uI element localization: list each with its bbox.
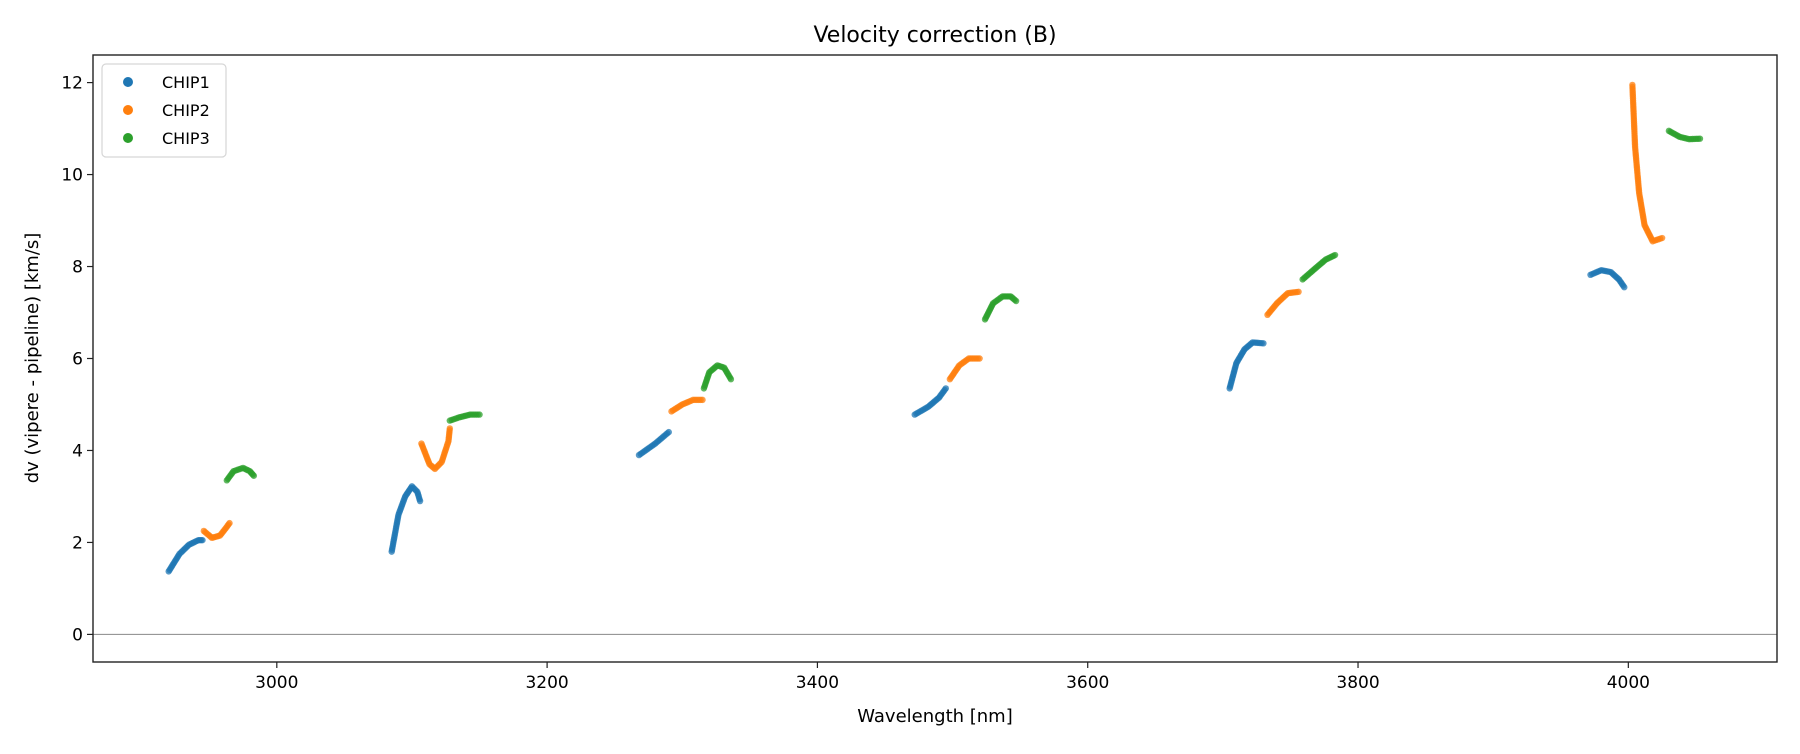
- x-tick-label: 3400: [796, 673, 839, 693]
- data-point-chip2: [1658, 234, 1666, 242]
- data-point-chip1: [416, 497, 424, 505]
- data-point-chip3: [1331, 251, 1339, 259]
- data-point-chip1: [942, 385, 950, 392]
- axes: 3000 3200 3400 3600 3800 4000 0 2 4 6 8 10 12: [61, 54, 1778, 693]
- y-tick-label: 2: [72, 533, 83, 553]
- y-tick-label: 6: [72, 350, 83, 370]
- data-point-chip1: [665, 428, 672, 436]
- y-axis-label: dv (vipere - pipeline) [km/s]: [22, 233, 43, 484]
- data-point-chip1: [1260, 340, 1267, 347]
- data-point-chip2: [446, 425, 454, 432]
- data-point-chip2: [699, 396, 706, 404]
- data-point-chip3: [1696, 135, 1704, 142]
- legend-marker-chip2: [123, 105, 133, 115]
- data-points: [93, 81, 1777, 635]
- legend-label-chip2: CHIP2: [162, 101, 210, 120]
- chart-title: Velocity correction (B): [813, 23, 1056, 48]
- y-tick-label: 12: [61, 74, 83, 94]
- legend-label-chip1: CHIP1: [162, 73, 210, 92]
- data-point-chip1: [199, 536, 206, 544]
- data-point-chip1: [1621, 284, 1628, 291]
- legend-marker-chip1: [123, 77, 133, 87]
- y-tick-label: 8: [72, 258, 83, 278]
- legend-box: [101, 63, 227, 158]
- legend-marker-chip3: [123, 133, 133, 143]
- y-tick-label: 0: [72, 625, 83, 645]
- data-point-chip2: [976, 355, 983, 362]
- x-tick-label: 3800: [1336, 673, 1379, 693]
- y-tick-label: 10: [61, 166, 83, 186]
- legend: CHIP1 CHIP2 CHIP3: [101, 63, 227, 158]
- plot-frame: [92, 54, 1778, 663]
- x-tick-label: 3600: [1066, 673, 1109, 693]
- data-point-chip3: [1012, 297, 1020, 305]
- data-point-chip3: [727, 375, 735, 383]
- x-tick-label: 3000: [255, 673, 298, 693]
- data-point-chip2: [1295, 288, 1302, 296]
- data-point-chip3: [250, 472, 258, 479]
- x-axis-label: Wavelength [nm]: [857, 706, 1013, 727]
- y-tick-label: 4: [72, 441, 83, 461]
- data-point-chip3: [476, 411, 483, 418]
- x-tick-label: 4000: [1607, 673, 1650, 693]
- legend-label-chip3: CHIP3: [162, 129, 210, 148]
- x-tick-label: 3200: [525, 673, 568, 693]
- data-point-chip2: [226, 519, 233, 527]
